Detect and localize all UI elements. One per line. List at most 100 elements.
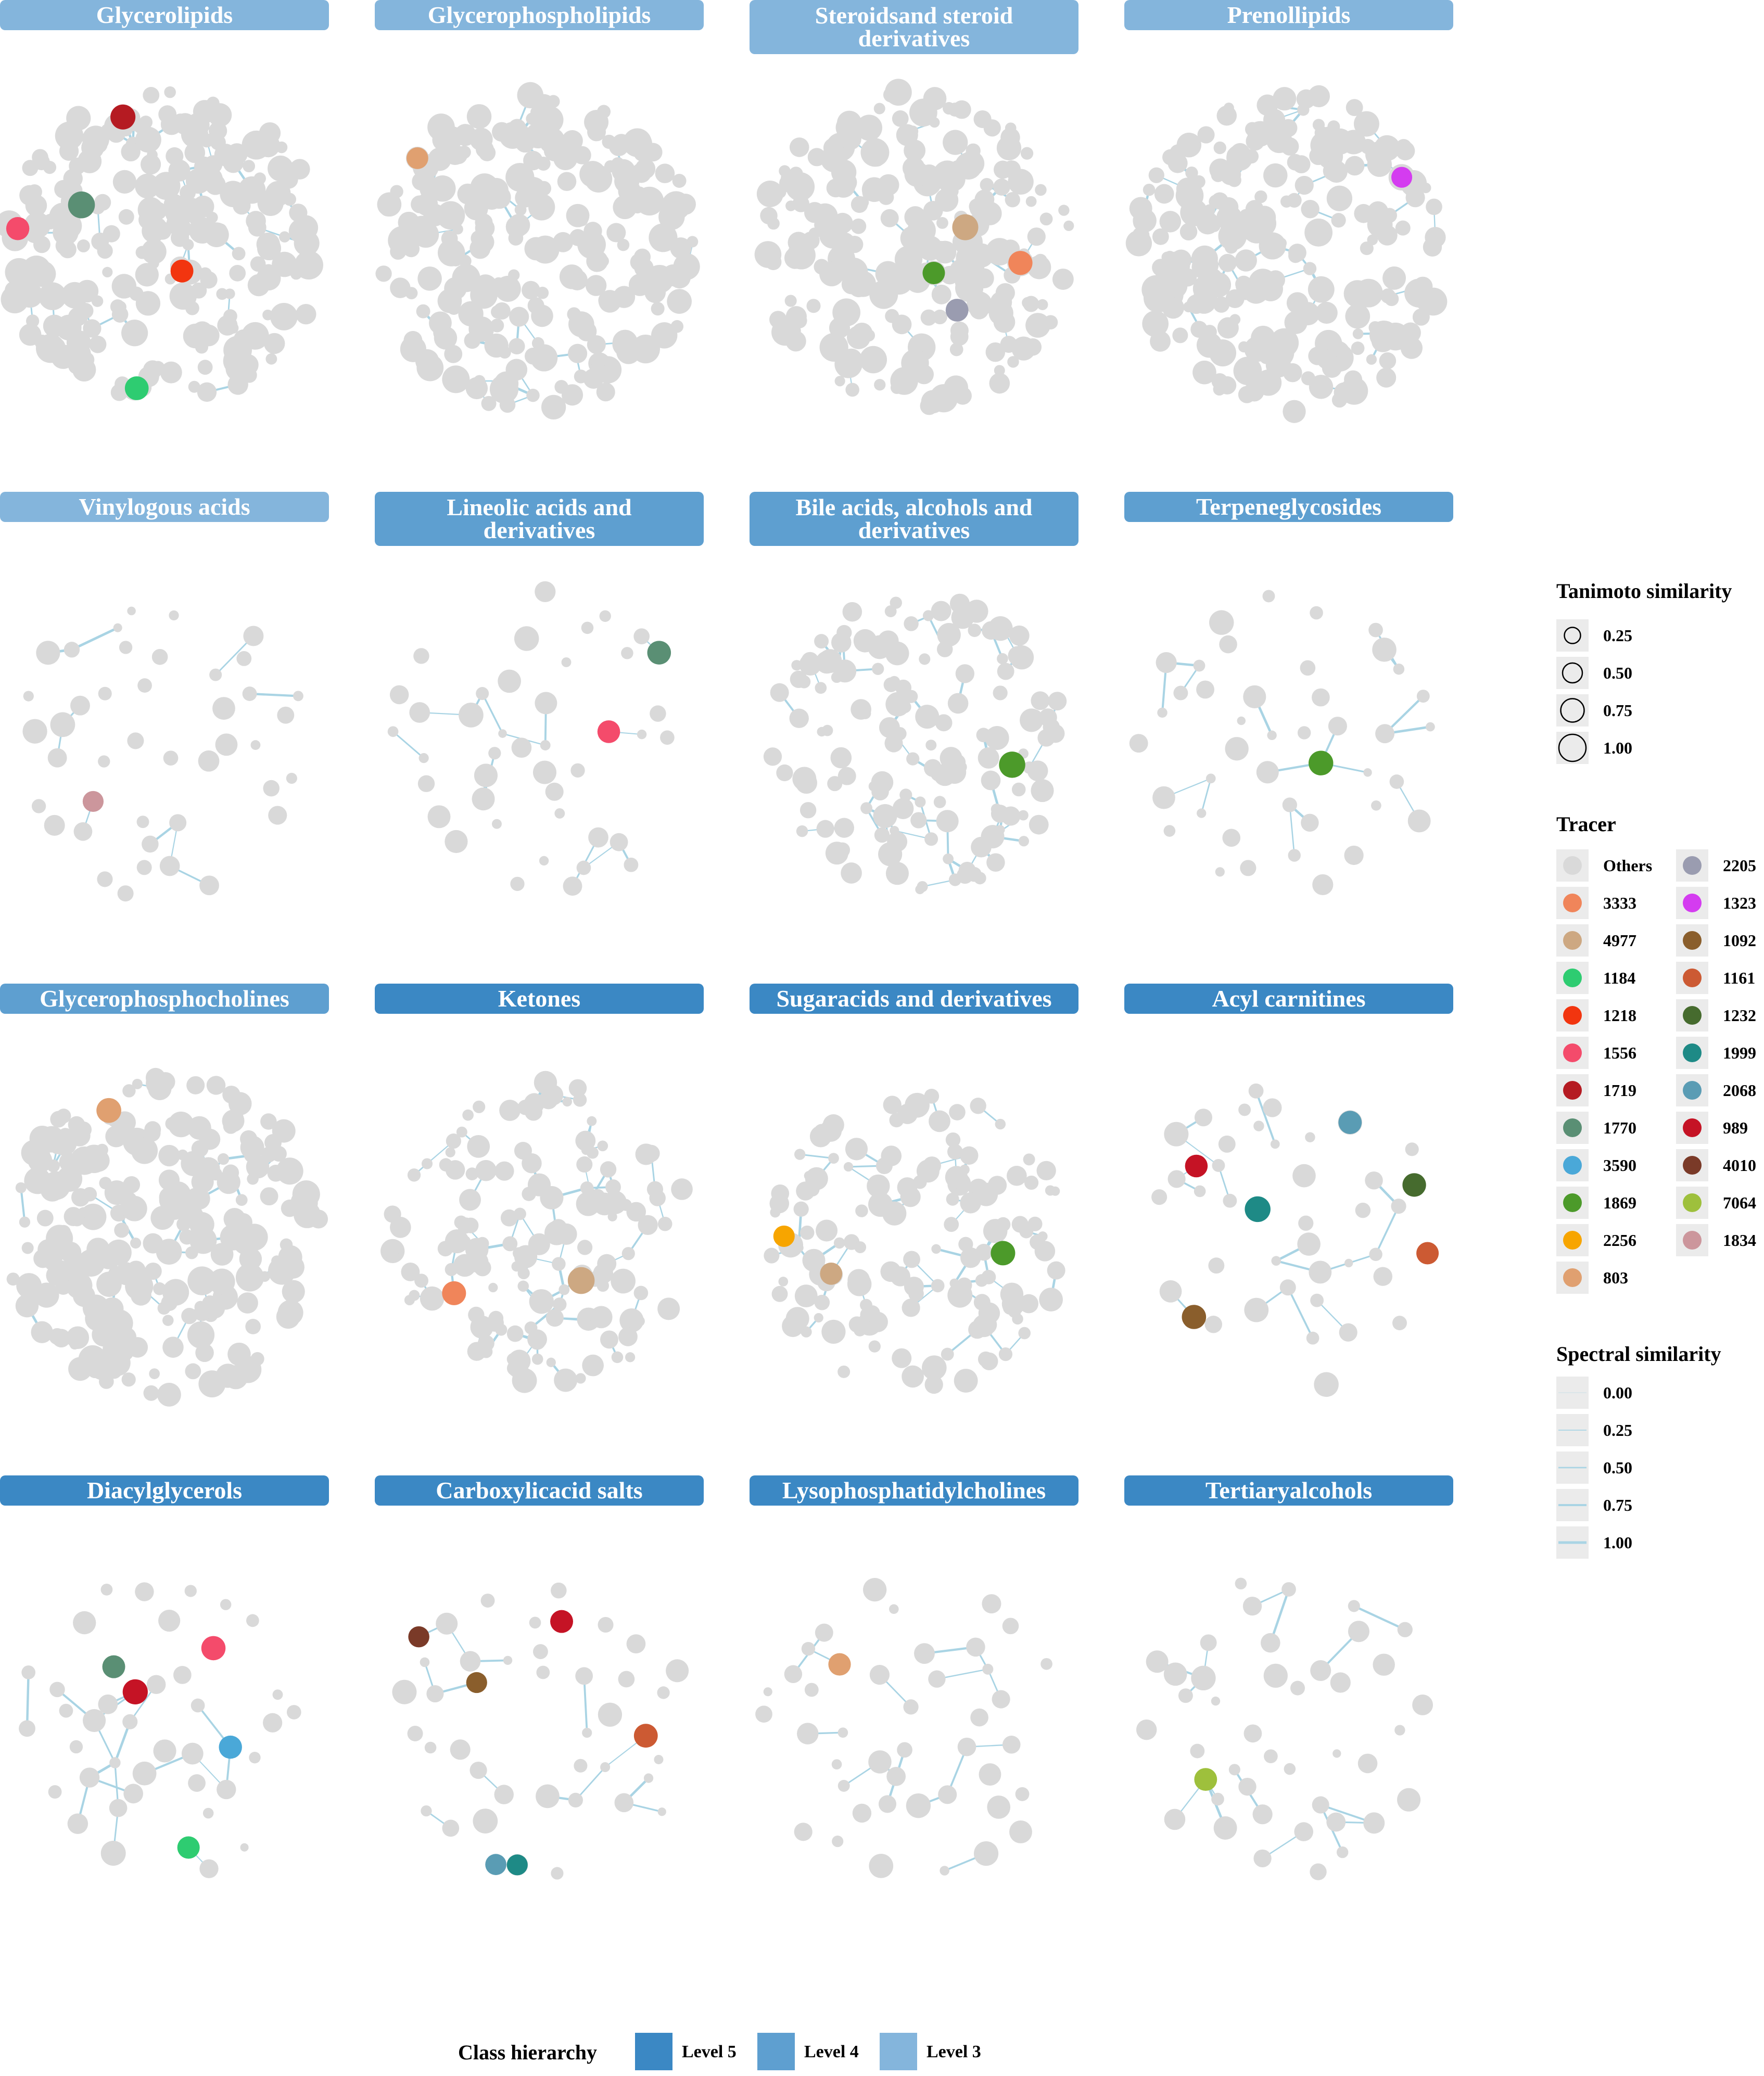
- metabolite-node: [1292, 155, 1311, 174]
- metabolite-node: [574, 370, 588, 384]
- metabolite-node: [923, 759, 942, 777]
- tracer-node-1999: [1245, 1196, 1271, 1222]
- network-plot: [375, 82, 700, 419]
- metabolite-node: [77, 239, 90, 252]
- tracer-label: 1834: [1723, 1231, 1756, 1250]
- metabolite-node: [98, 1694, 118, 1714]
- metabolite-node: [169, 282, 197, 310]
- metabolite-node: [814, 1313, 823, 1323]
- panel-title-line: Terpeneglycosides: [1196, 493, 1382, 520]
- metabolite-node: [958, 861, 976, 879]
- metabolite-node: [137, 678, 152, 693]
- metabolite-node: [123, 1176, 141, 1193]
- metabolite-node: [259, 122, 281, 144]
- metabolite-node: [577, 1240, 593, 1255]
- metabolite-node: [387, 726, 399, 737]
- spectral-label: 0.50: [1603, 1458, 1632, 1477]
- metabolite-node: [863, 1577, 887, 1602]
- metabolite-node: [236, 651, 252, 666]
- metabolite-node: [1024, 338, 1042, 356]
- metabolite-node: [574, 1759, 588, 1773]
- tracer-key: [1556, 962, 1589, 994]
- metabolite-node: [859, 707, 871, 719]
- metabolite-node: [597, 1140, 608, 1152]
- metabolite-node: [845, 383, 859, 397]
- metabolite-node: [64, 341, 91, 368]
- metabolite-node: [960, 1247, 981, 1268]
- metabolite-node: [1143, 183, 1156, 196]
- network-plot: [764, 1088, 1065, 1394]
- metabolite-node: [543, 139, 566, 162]
- metabolite-node: [828, 1153, 839, 1164]
- metabolite-node: [816, 820, 834, 838]
- metabolite-node: [1020, 147, 1034, 160]
- metabolite-node: [1023, 1153, 1035, 1166]
- metabolite-node: [286, 772, 297, 784]
- node-group: [6, 1067, 328, 1407]
- metabolite-node: [1213, 141, 1226, 155]
- tracer-label: 3333: [1603, 894, 1636, 912]
- metabolite-node: [511, 737, 532, 758]
- metabolite-node: [597, 1254, 617, 1273]
- metabolite-node: [851, 196, 868, 213]
- metabolite-node: [1331, 213, 1346, 228]
- metabolite-node: [55, 212, 82, 239]
- metabolite-node: [1257, 94, 1278, 116]
- tracer-key: [1676, 924, 1708, 957]
- metabolite-node: [1397, 1788, 1421, 1812]
- metabolite-node: [989, 373, 1010, 394]
- panel-title: Bile acids, alcohols and derivatives: [750, 492, 1078, 546]
- tracer-swatch-1161: [1683, 969, 1702, 987]
- tracer-node-2205: [945, 299, 969, 322]
- metabolite-node: [99, 1177, 112, 1190]
- metabolite-node: [1242, 1596, 1262, 1616]
- metabolite-node: [66, 106, 91, 131]
- metabolite-node: [197, 360, 213, 375]
- metabolite-node: [153, 221, 172, 240]
- metabolite-node: [855, 1204, 868, 1217]
- network-plot: [392, 1582, 689, 1880]
- tracer-node-2068: [485, 1854, 506, 1875]
- metabolite-node: [585, 275, 607, 296]
- metabolite-node: [973, 872, 986, 885]
- network-plot: [6, 1067, 328, 1407]
- metabolite-node: [771, 1184, 790, 1203]
- metabolite-node: [847, 1272, 872, 1296]
- metabolite-node: [955, 664, 975, 683]
- metabolite-node: [420, 1657, 430, 1667]
- network-edge: [583, 1676, 588, 1733]
- metabolite-node: [1233, 356, 1262, 386]
- metabolite-node: [215, 1364, 240, 1388]
- metabolite-node: [169, 610, 179, 621]
- metabolite-node: [797, 675, 811, 689]
- metabolite-node: [444, 277, 467, 300]
- tracer-swatch-3333: [1563, 894, 1582, 912]
- metabolite-node: [904, 139, 926, 162]
- metabolite-node: [536, 286, 549, 299]
- metabolite-node: [467, 1135, 490, 1158]
- metabolite-node: [906, 1793, 931, 1818]
- metabolite-node: [815, 1623, 833, 1642]
- metabolite-node: [1034, 1241, 1056, 1262]
- node-group: [755, 1577, 1052, 1878]
- metabolite-node: [582, 1354, 604, 1377]
- tracer-node-group: [1182, 1111, 1439, 1329]
- metabolite-node: [895, 801, 911, 817]
- metabolite-node: [459, 254, 472, 268]
- metabolite-node: [585, 165, 613, 193]
- metabolite-node: [1225, 737, 1249, 761]
- metabolite-node: [1007, 1165, 1027, 1186]
- metabolite-node: [223, 309, 237, 323]
- tracer-node-group: [828, 1653, 851, 1676]
- metabolite-node: [488, 747, 501, 760]
- panel-title-line: Sugaracids and derivatives: [776, 985, 1052, 1012]
- metabolite-node: [562, 130, 583, 151]
- metabolite-node: [50, 1111, 67, 1128]
- metabolite-node: [1281, 1582, 1296, 1597]
- metabolite-node: [898, 701, 911, 714]
- metabolite-node: [836, 629, 849, 642]
- metabolite-node: [1288, 244, 1306, 262]
- metabolite-node: [21, 1242, 34, 1254]
- metabolite-node: [75, 1121, 92, 1138]
